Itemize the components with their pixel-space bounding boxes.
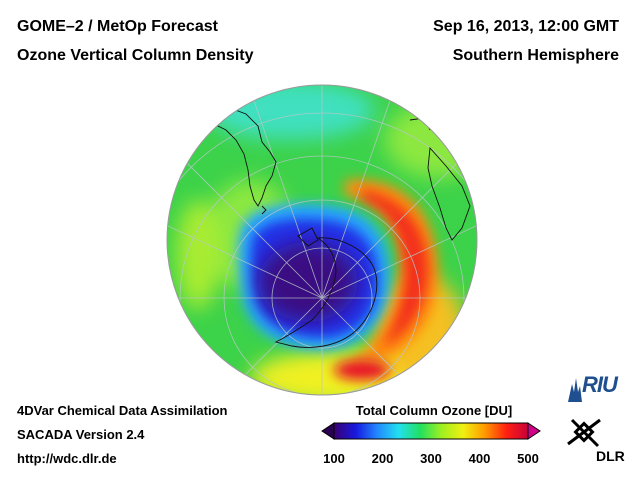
colorbar-high-arrow	[527, 422, 541, 440]
website-link[interactable]: http://wdc.dlr.de	[17, 451, 117, 466]
colorbar-title: Total Column Ozone [DU]	[355, 403, 513, 418]
colorbar-tick-label: 100	[323, 451, 345, 466]
dlr-logo-text: DLR	[596, 448, 625, 464]
colorbar-gradient	[333, 422, 529, 440]
colorbar-tick-label: 200	[371, 451, 394, 466]
colorbar-low-arrow	[321, 422, 335, 440]
version-label: SACADA Version 2.4	[17, 427, 145, 442]
globe-outline	[166, 84, 478, 396]
dlr-logo-icon	[567, 418, 601, 448]
collar-peak	[362, 190, 429, 348]
title-line-1: GOME–2 / MetOp Forecast	[17, 18, 218, 35]
colorbar-tick-label: 300	[420, 451, 442, 466]
colorbar-tick-label: 400	[468, 451, 491, 466]
riu-logo-text: RIU	[582, 372, 618, 397]
riu-logo-icon	[568, 378, 582, 402]
title-line-2: Ozone Vertical Column Density	[17, 47, 254, 64]
system-label: 4DVar Chemical Data Assimilation	[17, 403, 228, 418]
ozone-hole-core	[258, 242, 358, 322]
date-label: Sep 16, 2013, 12:00 GMT	[433, 18, 619, 35]
colorbar-tick-label: 500	[517, 451, 539, 466]
colorbar	[321, 422, 541, 440]
region-label: Southern Hemisphere	[452, 47, 619, 64]
